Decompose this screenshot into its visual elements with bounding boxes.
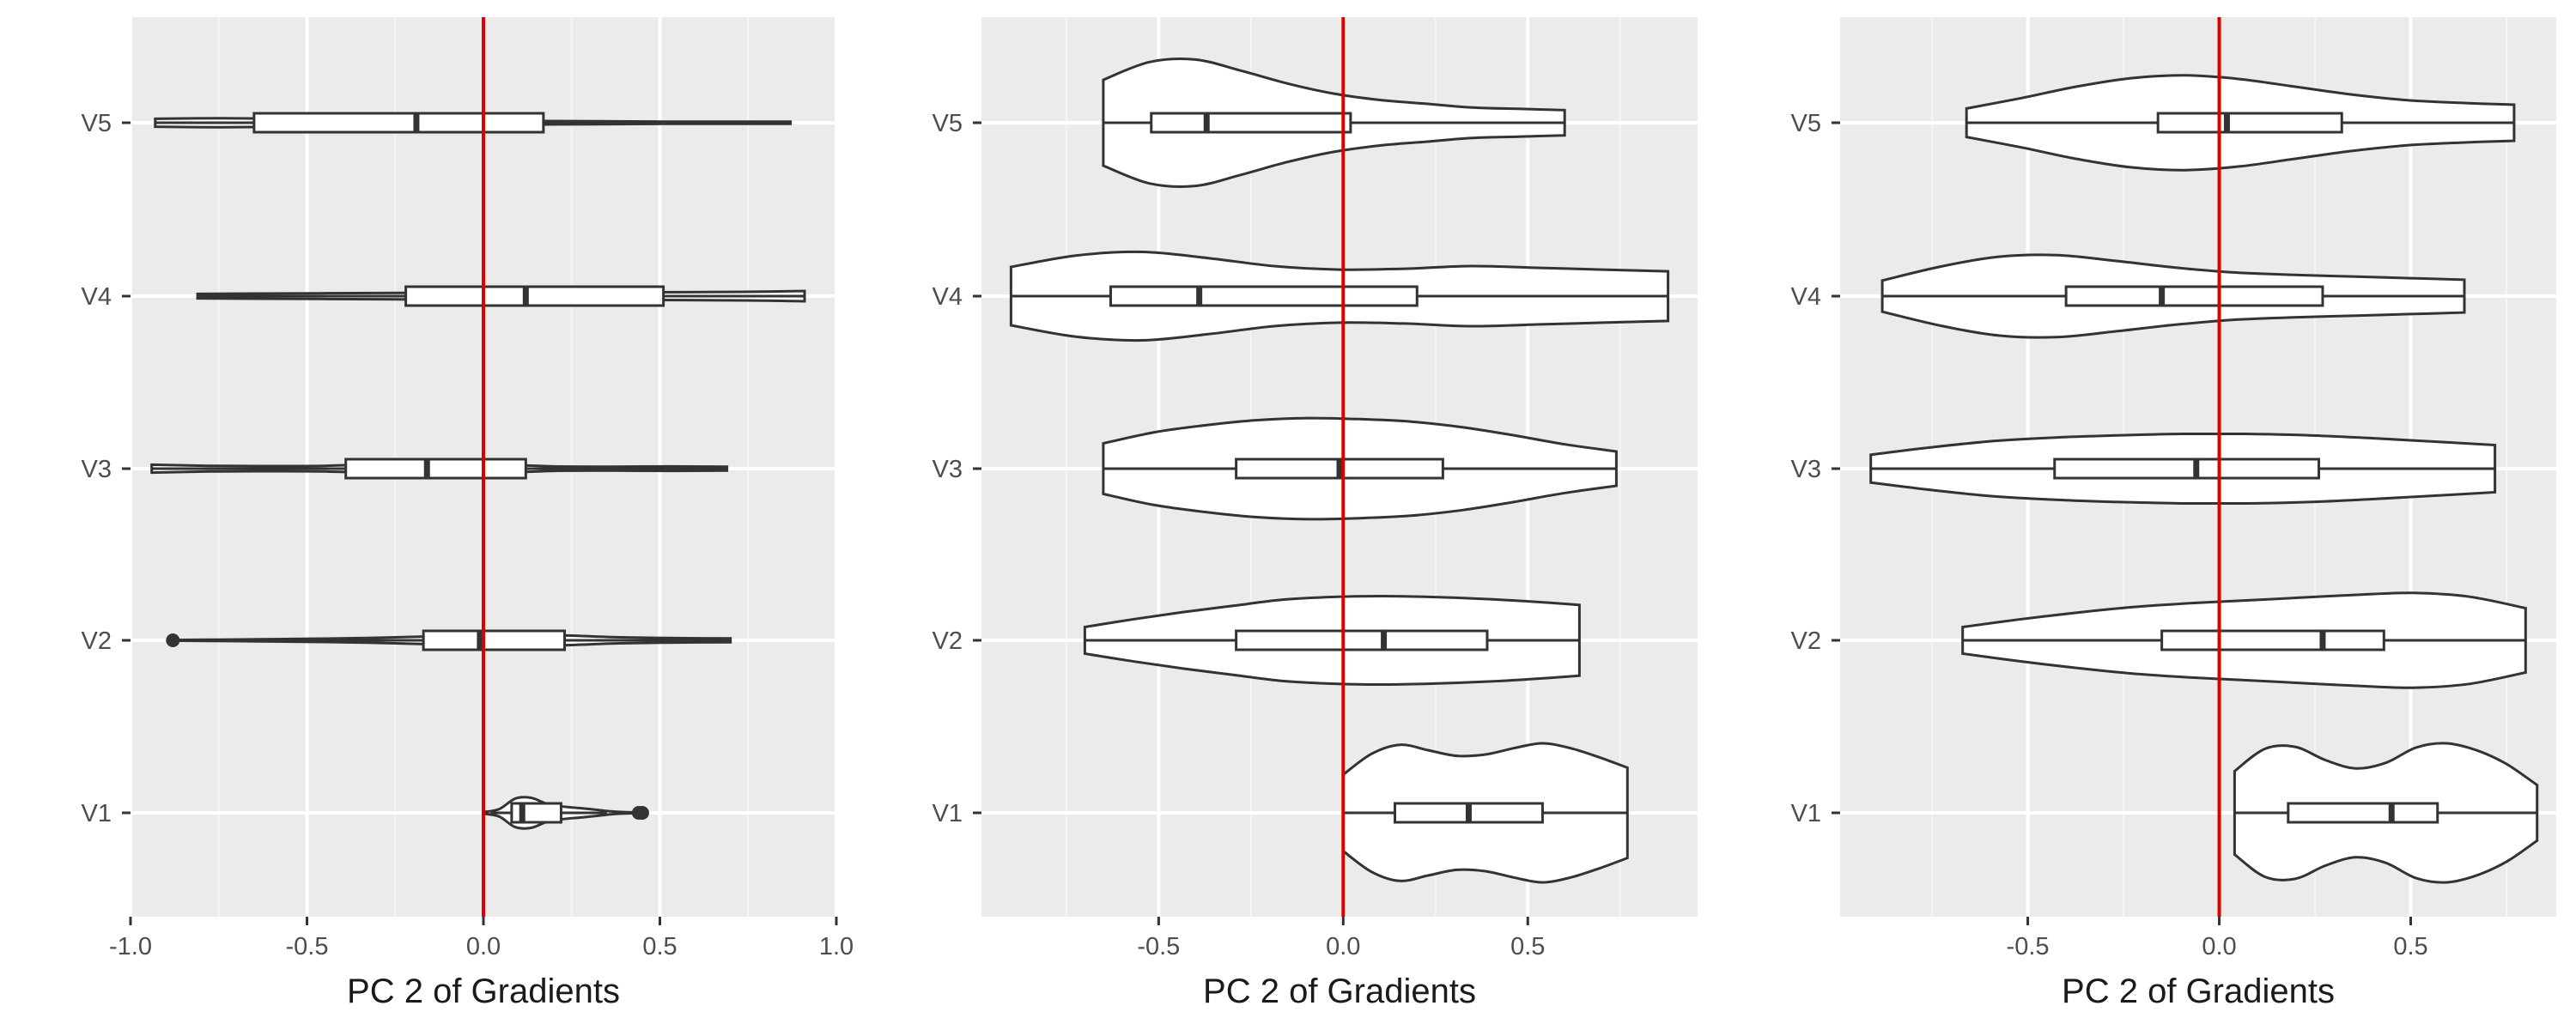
box-iqr [422,629,567,651]
y-tick-label: V4 [82,283,112,311]
x-tick-label: -0.5 [286,933,329,960]
outlier-point [166,633,180,647]
box-iqr [2064,285,2324,307]
box-iqr [404,285,665,307]
panel-2: V1 V2 V3 V4 V5 -0.5 0.0 0.5 PC 2 of Grad… [933,17,1698,1010]
box-iqr [2287,802,2439,824]
box-iqr [2156,112,2343,134]
box-iqr [2160,629,2385,651]
y-tick-label: V4 [1791,283,1821,311]
x-tick-label: 0.5 [642,933,677,960]
x-tick-label: -0.5 [1137,933,1180,960]
y-tick-label: V1 [82,800,112,827]
panel-1-x-axis: -1.0 -0.5 0.0 0.5 1.0 [109,917,854,960]
y-tick-label: V3 [933,456,963,483]
box-iqr [344,457,527,480]
y-tick-label: V3 [1791,456,1821,483]
box-iqr [1109,285,1419,307]
box-iqr [510,802,562,824]
y-tick-label: V5 [933,110,963,137]
box-iqr [2053,457,2320,480]
panel-1-y-axis: V1 V2 V3 V4 V5 [82,110,131,827]
y-tick-label: V2 [933,627,963,655]
x-tick-label: 1.0 [819,933,854,960]
panel-2-y-axis: V1 V2 V3 V4 V5 [933,110,981,827]
y-tick-label: V5 [82,110,112,137]
x-tick-label: -0.5 [2007,933,2050,960]
box-iqr [252,112,545,134]
y-tick-label: V3 [82,456,112,483]
box-iqr [1150,112,1352,134]
panel-3-violins [1869,74,2539,884]
panel-3-x-axis: -0.5 0.0 0.5 [2007,917,2428,960]
x-axis-title: PC 2 of Gradients [1203,972,1476,1010]
x-axis-title: PC 2 of Gradients [2062,972,2335,1010]
y-tick-label: V1 [1791,800,1821,827]
x-axis-title: PC 2 of Gradients [347,972,620,1010]
x-tick-label: -1.0 [109,933,152,960]
y-tick-label: V2 [1791,627,1821,655]
panel-2-violins [1009,58,1670,884]
x-tick-label: 0.0 [2202,933,2236,960]
panel-2-x-axis: -0.5 0.0 0.5 [1137,917,1545,960]
y-tick-label: V4 [933,283,963,311]
y-tick-label: V5 [1791,110,1821,137]
box-iqr [1235,629,1489,651]
x-tick-label: 0.5 [2393,933,2427,960]
x-tick-label: 0.5 [1510,933,1545,960]
outlier-point [635,806,649,820]
panel-1-violins [150,112,806,830]
y-tick-label: V2 [82,627,112,655]
panel-1: V1 V2 V3 V4 V5 -1.0 -0.5 0.0 0.5 1.0 PC … [82,17,854,1010]
y-tick-label: V1 [933,800,963,827]
x-tick-label: 0.0 [1326,933,1360,960]
panel-3-y-axis: V1 V2 V3 V4 V5 [1791,110,1840,827]
panel-3: V1 V2 V3 V4 V5 -0.5 0.0 0.5 PC 2 of Grad… [1791,17,2556,1010]
x-tick-label: 0.0 [466,933,501,960]
